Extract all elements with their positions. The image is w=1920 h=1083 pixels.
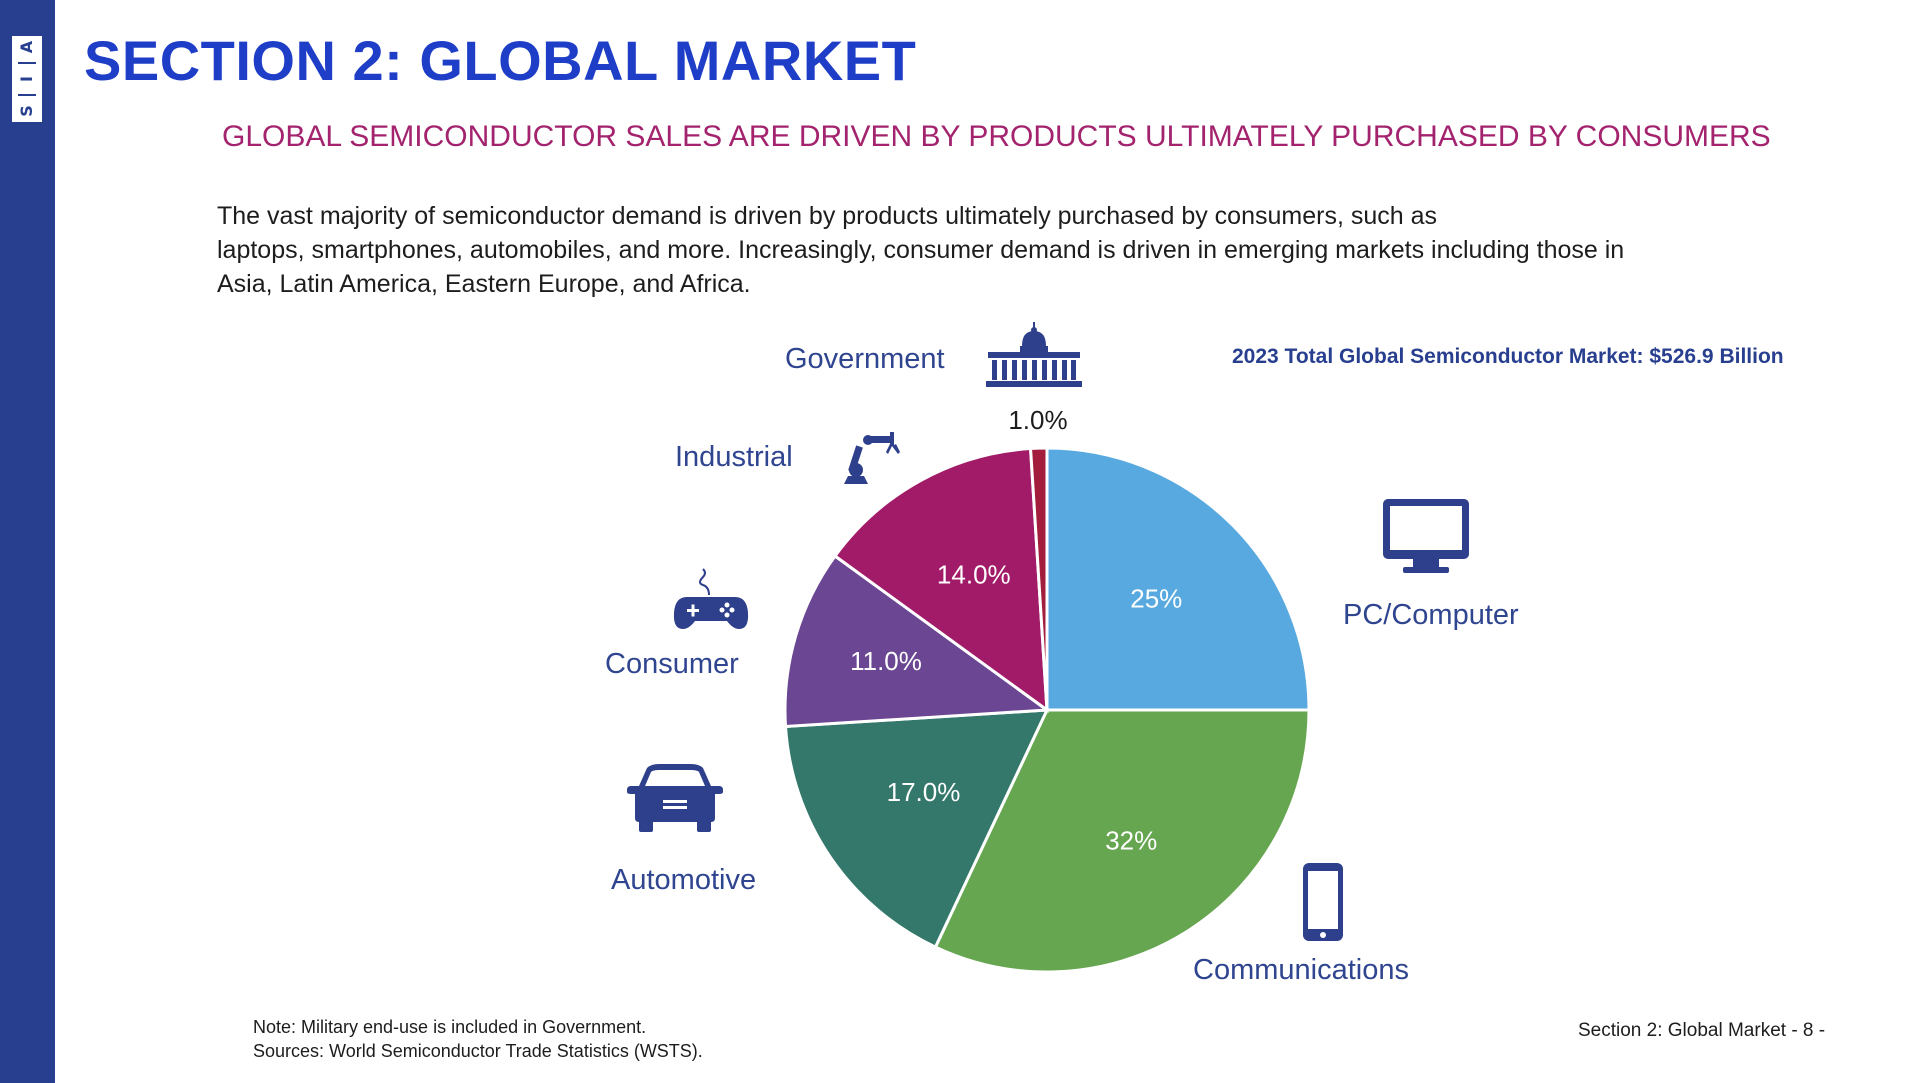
gamepad-icon (673, 568, 749, 629)
sia-logo: A I S (12, 36, 42, 122)
pie-data-label: 1.0% (1008, 405, 1067, 435)
car-icon (627, 764, 723, 832)
pie-data-label: 17.0% (887, 777, 961, 807)
label-communications: Communications (1193, 954, 1409, 986)
intro-line: Asia, Latin America, Eastern Europe, and… (217, 270, 751, 298)
chart-title: 2023 Total Global Semiconductor Market: … (1232, 345, 1784, 368)
capitol-building-icon (986, 322, 1082, 387)
pie-slice-automotive (783, 708, 1050, 950)
logo-separator (18, 93, 36, 96)
pie-data-label: 32% (1105, 826, 1157, 856)
page-footer: Section 2: Global Market - 8 - (1578, 1020, 1826, 1041)
label-industrial: Industrial (675, 441, 793, 473)
robotic-arm-icon (844, 432, 900, 484)
note-sources: Sources: World Semiconductor Trade Stati… (253, 1041, 703, 1061)
page-title: SECTION 2: GLOBAL MARKET (84, 29, 917, 92)
monitor-icon (1383, 499, 1469, 573)
intro-line: laptops, smartphones, automobiles, and m… (217, 236, 1625, 264)
pie-data-label: 11.0% (850, 646, 922, 676)
pie-slice-communications (933, 708, 1311, 974)
label-consumer: Consumer (605, 648, 739, 680)
pie-slice-industrial (832, 446, 1049, 714)
label-pc-computer: PC/Computer (1343, 599, 1519, 631)
pie-slice-government (1028, 446, 1049, 711)
footnote: Note: Military end-use is included in Go… (253, 1015, 703, 1063)
label-government: Government (785, 343, 945, 375)
pie-data-label: 25% (1130, 584, 1182, 614)
page-subtitle: GLOBAL SEMICONDUCTOR SALES ARE DRIVEN BY… (222, 120, 1771, 153)
pie-slice-consumer (783, 553, 1052, 729)
sidebar-band: A I S (0, 0, 55, 1083)
intro-line: The vast majority of semiconductor deman… (217, 202, 1437, 230)
label-automotive: Automotive (611, 864, 757, 896)
pie-slice-pc-computer (1045, 446, 1311, 712)
pie-data-label: 14.0% (937, 560, 1011, 590)
note-military: Note: Military end-use is included in Go… (253, 1017, 647, 1037)
logo-separator (18, 62, 36, 65)
smartphone-icon (1303, 863, 1343, 941)
intro-paragraph: The vast majority of semiconductor deman… (217, 199, 1697, 301)
